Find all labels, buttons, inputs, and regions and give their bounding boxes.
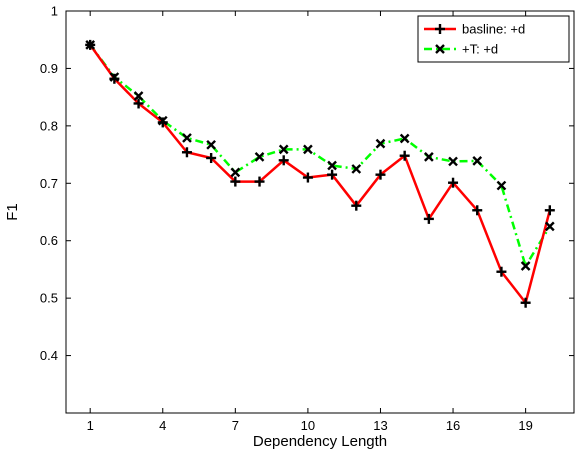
data-point-plus (423, 213, 434, 224)
data-point-x (424, 152, 434, 162)
data-point-plus (448, 177, 459, 188)
x-tick-label: 1 (87, 418, 94, 433)
x-marker-b (520, 261, 531, 271)
legend-label-basline: basline: +d (462, 22, 525, 37)
data-point-x (230, 167, 241, 178)
y-tick-label: 0.9 (40, 61, 58, 76)
x-marker-b (435, 44, 445, 54)
data-point-plus (230, 176, 241, 187)
data-point-plus (351, 200, 362, 211)
series-line-basline (89, 44, 552, 304)
x-axis-ticks: 1 4 7 10 13 16 19 (87, 11, 533, 433)
data-point-x (327, 160, 337, 171)
x-marker-b (544, 221, 555, 232)
series-markers-basline (85, 39, 555, 308)
x-marker-b (496, 180, 507, 191)
x-tick-label: 10 (301, 418, 315, 433)
data-point-plus (85, 39, 96, 50)
data-point-plus (520, 297, 531, 308)
x-marker-b (278, 144, 289, 155)
data-point-plus (399, 150, 410, 161)
data-point-plus (472, 205, 483, 216)
x-marker-b (206, 139, 216, 150)
legend-swatch-marker (435, 24, 445, 34)
y-axis-ticks: 0.4 0.5 0.6 0.7 0.8 0.9 1 (40, 4, 574, 363)
data-point-x (496, 180, 507, 191)
data-point-plus (544, 205, 555, 216)
x-tick-label: 16 (446, 418, 460, 433)
data-point-plus (496, 266, 507, 277)
x-marker-b (303, 144, 313, 155)
x-marker-b (424, 152, 434, 162)
x-marker-b (399, 133, 410, 144)
data-point-x (520, 261, 531, 271)
y-tick-label: 1 (51, 4, 58, 19)
x-tick-label: 4 (159, 418, 166, 433)
data-point-x (303, 144, 313, 155)
legend-box (417, 15, 570, 63)
x-marker-b (254, 152, 265, 162)
y-tick-label: 0.7 (40, 176, 58, 191)
data-point-plus (254, 176, 265, 187)
legend-entry-plus-t: +T: +d (424, 42, 498, 57)
y-tick-label: 0.5 (40, 291, 58, 306)
plot-frame (65, 10, 575, 414)
x-marker-b (327, 160, 337, 171)
x-marker-b (182, 133, 192, 143)
data-point-x (133, 91, 144, 101)
data-point-x (182, 133, 192, 143)
data-point-plus (157, 117, 168, 128)
data-point-x (351, 164, 362, 174)
data-point-plus (302, 172, 313, 183)
data-point-x (206, 139, 216, 150)
x-tick-label: 13 (373, 418, 387, 433)
data-point-plus (133, 98, 144, 109)
x-marker-b (230, 167, 241, 178)
data-point-plus (327, 169, 338, 180)
legend-label-plus-t: +T: +d (462, 42, 498, 57)
x-marker-b (351, 164, 362, 174)
y-tick-label: 0.8 (40, 118, 58, 133)
series-layer (85, 39, 555, 308)
x-marker-b (133, 91, 144, 101)
x-marker-b (375, 138, 386, 149)
data-point-x (254, 152, 265, 162)
data-point-x (278, 144, 289, 155)
data-point-plus (206, 153, 217, 164)
data-point-x (375, 138, 386, 149)
legend-entry-basline: basline: +d (424, 22, 525, 37)
data-point-plus (278, 155, 289, 166)
data-point-plus (109, 73, 120, 84)
data-point-plus (375, 169, 386, 180)
x-axis-title: Dependency Length (253, 433, 387, 450)
y-tick-label: 0.6 (40, 233, 58, 248)
y-axis-title: F1 (4, 203, 21, 221)
data-point-x (544, 221, 555, 232)
x-tick-label: 7 (232, 418, 239, 433)
legend: basline: +d +T: +d (417, 15, 570, 63)
data-point-plus (181, 147, 192, 158)
x-tick-label: 19 (518, 418, 532, 433)
x-marker-b (472, 156, 483, 166)
y-tick-label: 0.4 (40, 348, 58, 363)
data-point-x (399, 133, 410, 144)
plot-area (65, 10, 575, 414)
data-point-x (472, 156, 483, 166)
x-marker-b (448, 156, 458, 167)
legend-swatch-marker (435, 44, 445, 54)
data-point-x (448, 156, 458, 167)
